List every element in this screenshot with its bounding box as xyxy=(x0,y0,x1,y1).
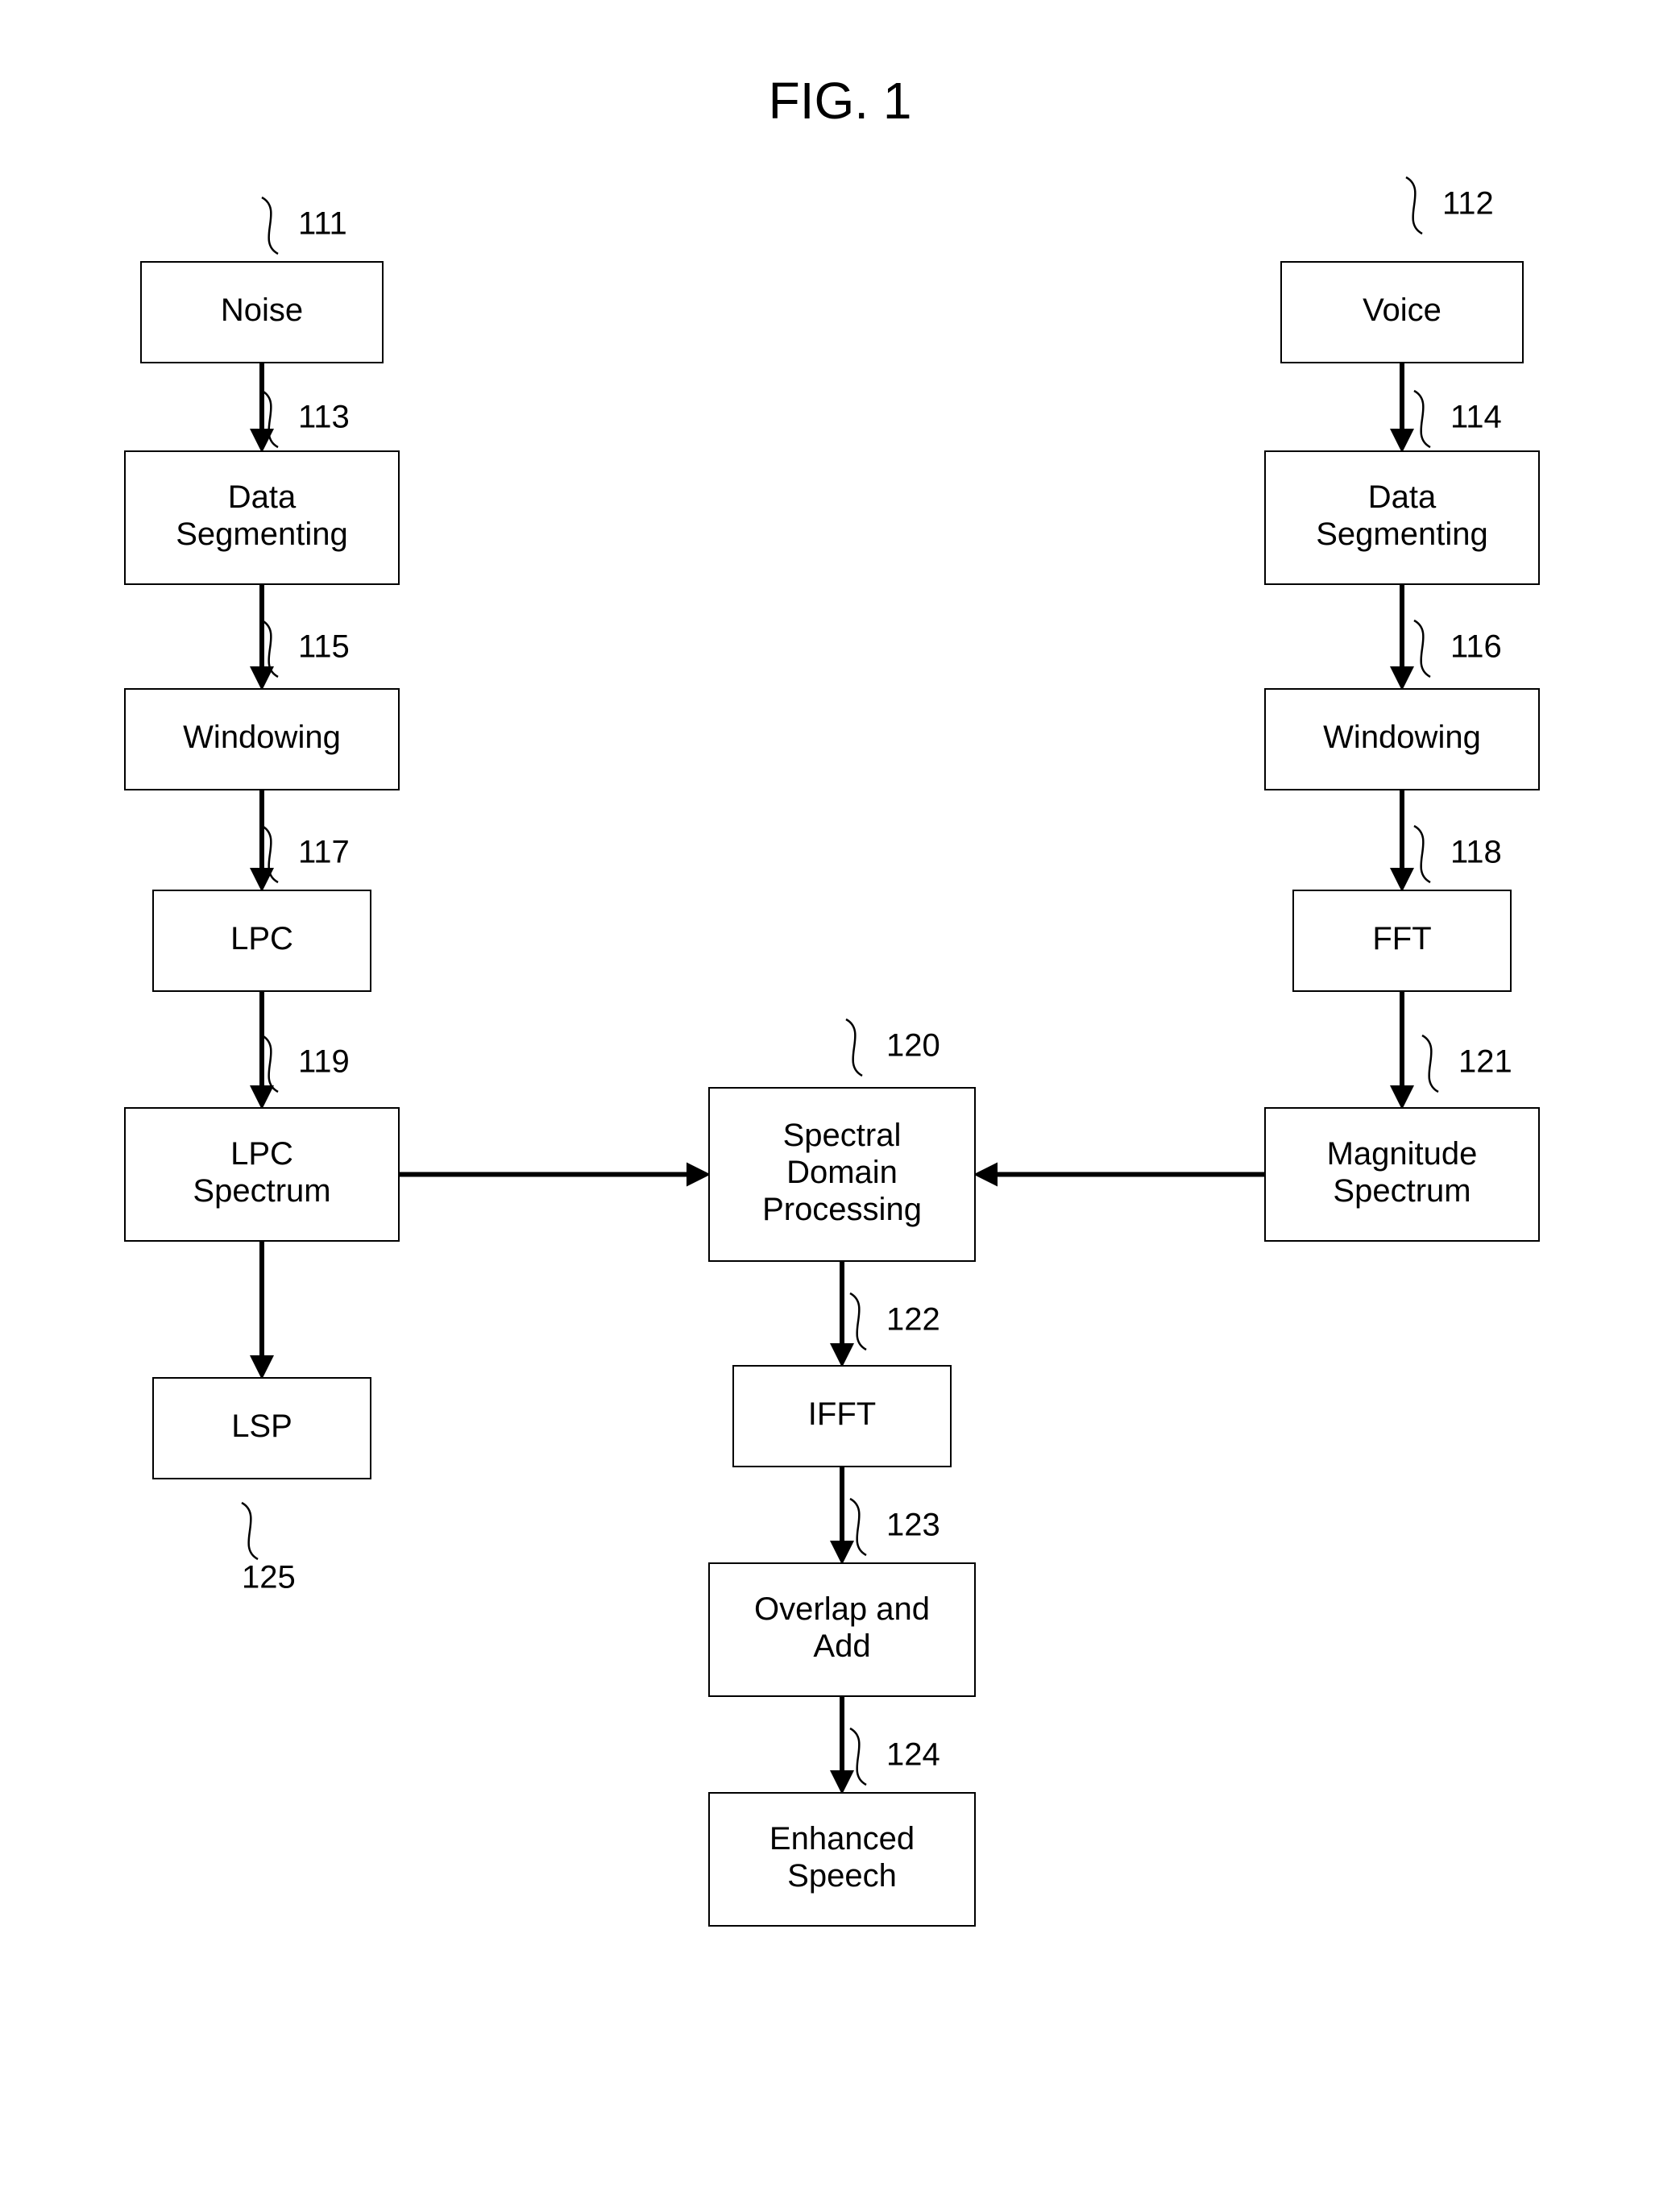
node-label-seg_n: Segmenting xyxy=(176,517,347,552)
ref-tick-magspec xyxy=(1422,1035,1438,1092)
node-label-enh: Enhanced xyxy=(769,1821,915,1857)
ref-tick-sdp xyxy=(846,1019,862,1076)
ref-number-noise: 111 xyxy=(298,206,347,242)
node-label-seg_v: Segmenting xyxy=(1316,517,1487,552)
node-label-seg_n: Data xyxy=(228,479,297,515)
ref-number-ifft: 122 xyxy=(886,1302,940,1338)
ref-tick-fft xyxy=(1414,826,1430,882)
flowchart-svg: FIG. 1Noise111Voice112DataSegmenting113D… xyxy=(0,0,1680,2203)
node-noise: Noise 111 xyxy=(141,197,383,363)
node-label-lpcspec: LPC xyxy=(230,1136,293,1172)
node-label-ola: Add xyxy=(813,1628,870,1664)
ref-number-sdp: 120 xyxy=(886,1028,940,1064)
ref-tick-voice xyxy=(1406,177,1422,234)
node-label-lpcspec: Spectrum xyxy=(193,1173,330,1209)
node-lsp: LSP 125 xyxy=(153,1378,371,1595)
ref-number-win_n: 115 xyxy=(298,629,350,665)
ref-tick-ola xyxy=(850,1499,866,1555)
node-label-sdp: Spectral xyxy=(783,1118,902,1153)
ref-number-lpcspec: 119 xyxy=(298,1044,350,1080)
node-label-ola: Overlap and xyxy=(754,1591,930,1627)
node-label-win_v: Windowing xyxy=(1323,720,1481,755)
ref-tick-win_v xyxy=(1414,620,1430,677)
node-label-lpc: LPC xyxy=(230,921,293,956)
ref-tick-seg_v xyxy=(1414,391,1430,447)
node-label-ifft: IFFT xyxy=(808,1396,876,1432)
ref-number-enh: 124 xyxy=(886,1737,940,1773)
figure-title: FIG. 1 xyxy=(769,72,912,130)
node-label-enh: Speech xyxy=(787,1858,897,1894)
node-voice: Voice 112 xyxy=(1281,177,1523,363)
ref-tick-ifft xyxy=(850,1293,866,1350)
ref-number-seg_n: 113 xyxy=(298,400,350,435)
node-label-voice: Voice xyxy=(1363,292,1441,328)
node-label-seg_v: Data xyxy=(1368,479,1437,515)
ref-number-lpc: 117 xyxy=(298,835,350,870)
ref-number-magspec: 121 xyxy=(1458,1044,1512,1080)
node-label-fft: FFT xyxy=(1372,921,1431,956)
ref-number-win_v: 116 xyxy=(1450,629,1502,665)
node-label-lsp: LSP xyxy=(231,1409,292,1444)
ref-tick-enh xyxy=(850,1728,866,1785)
ref-tick-noise xyxy=(262,197,278,254)
ref-number-voice: 112 xyxy=(1442,186,1494,222)
ref-number-seg_v: 114 xyxy=(1450,400,1502,435)
node-label-sdp: Processing xyxy=(762,1192,922,1227)
ref-number-ola: 123 xyxy=(886,1508,940,1543)
node-label-magspec: Spectrum xyxy=(1333,1173,1471,1209)
ref-tick-lsp xyxy=(242,1503,258,1559)
node-label-win_n: Windowing xyxy=(183,720,341,755)
node-sdp: SpectralDomainProcessing 120 xyxy=(709,1019,975,1261)
node-label-magspec: Magnitude xyxy=(1327,1136,1478,1172)
ref-number-lsp: 125 xyxy=(242,1560,296,1595)
node-label-noise: Noise xyxy=(221,292,303,328)
ref-number-fft: 118 xyxy=(1450,835,1502,870)
node-label-sdp: Domain xyxy=(786,1155,898,1190)
